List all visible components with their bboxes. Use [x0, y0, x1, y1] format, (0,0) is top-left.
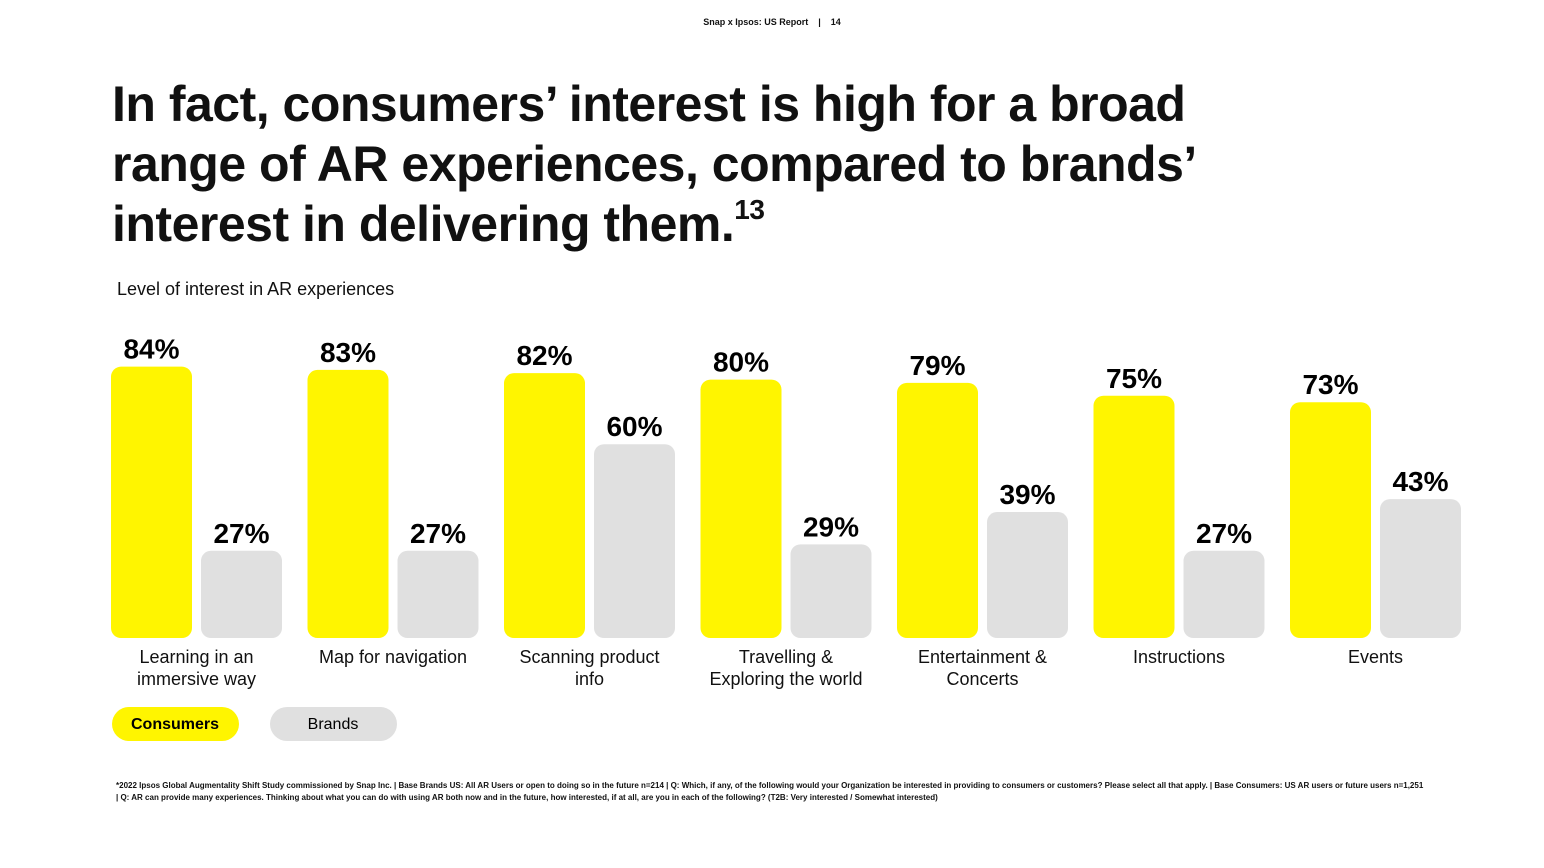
- category-label: Scanning product info: [519, 647, 660, 689]
- value-label: 73%: [1302, 369, 1358, 400]
- legend-swatch: [112, 707, 239, 741]
- bar: [897, 382, 978, 638]
- value-label: 79%: [909, 350, 965, 381]
- value-label: 39%: [999, 479, 1055, 510]
- legend-swatch: [270, 707, 397, 741]
- category-label: Entertainment & Concerts: [917, 647, 1048, 689]
- bar: [987, 512, 1068, 638]
- header: Snap x Ipsos: US Report | 14: [703, 17, 841, 27]
- footnote: *2022 Ipsos Global Augmentality Shift St…: [116, 781, 1424, 802]
- legend-label: Consumers: [131, 716, 219, 733]
- bar: [307, 369, 389, 638]
- value-label: 60%: [606, 411, 662, 442]
- category-label: Learning in an immersive way: [136, 647, 256, 689]
- category-label: Events: [1347, 647, 1404, 667]
- value-label: 80%: [713, 347, 769, 378]
- category-label: Travelling & Exploring the world: [709, 647, 863, 689]
- bar: [700, 379, 782, 638]
- bar: [504, 373, 585, 638]
- chart-title: In fact, consumers’ interest is high for…: [112, 76, 1195, 252]
- value-label: 75%: [1106, 363, 1162, 394]
- value-label: 84%: [123, 334, 179, 365]
- bar: [201, 550, 282, 638]
- title-block: In fact, consumers’ interest is high for…: [112, 74, 1262, 254]
- bar: [111, 366, 192, 638]
- value-label: 82%: [516, 340, 572, 371]
- category-label: Map for navigation: [318, 647, 468, 667]
- bar: [594, 444, 675, 638]
- bar: [1380, 499, 1461, 638]
- footnote-ref: 13: [734, 194, 765, 225]
- bar: [397, 550, 479, 638]
- bar: [790, 544, 872, 638]
- value-label: 43%: [1392, 466, 1448, 497]
- value-label: 27%: [213, 518, 269, 549]
- legend-label: Brands: [308, 716, 359, 733]
- page-number: 14: [830, 17, 841, 27]
- chart-subtitle: Level of interest in AR experiences: [117, 279, 395, 299]
- category-label: Instructions: [1132, 647, 1226, 667]
- value-label: 27%: [410, 518, 466, 549]
- value-label: 83%: [320, 337, 376, 368]
- value-label: 27%: [1196, 518, 1252, 549]
- bar: [1093, 395, 1175, 638]
- bar: [1183, 550, 1265, 638]
- value-label: 29%: [803, 511, 859, 542]
- bar: [1290, 402, 1371, 638]
- report-name: Snap x Ipsos: US Report: [703, 17, 809, 27]
